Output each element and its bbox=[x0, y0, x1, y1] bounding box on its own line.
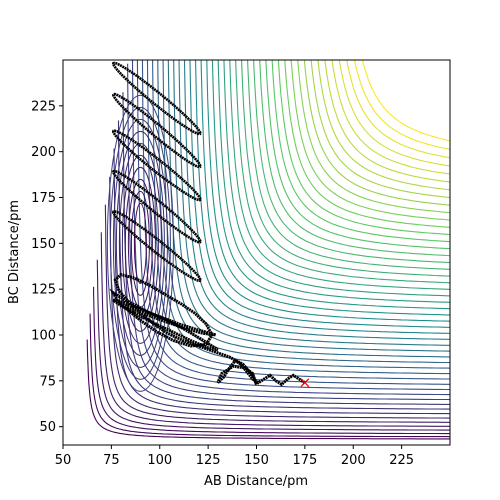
contour-line bbox=[89, 313, 450, 438]
x-tick-label: 125 bbox=[196, 453, 221, 468]
contour-line bbox=[92, 286, 450, 435]
well-contour bbox=[115, 130, 165, 356]
contour-line bbox=[241, 60, 450, 277]
contour-line bbox=[331, 60, 450, 175]
contour-line bbox=[271, 60, 450, 243]
trajectory-line bbox=[109, 272, 306, 387]
well-contour bbox=[112, 118, 168, 368]
y-tick-label: 175 bbox=[31, 191, 56, 206]
x-axis-ticks: 50 75 100 125 150 175 200 225 bbox=[55, 445, 414, 468]
contour-line bbox=[131, 60, 450, 396]
contour-line bbox=[127, 63, 450, 401]
y-axis-label: BC Distance/pm bbox=[7, 200, 22, 304]
contour-line bbox=[247, 60, 450, 270]
contour-line bbox=[217, 60, 450, 303]
contour-line bbox=[206, 60, 450, 316]
contour-line bbox=[235, 60, 450, 284]
contour-line bbox=[223, 60, 450, 297]
y-tick-label: 125 bbox=[31, 283, 56, 298]
contour-line bbox=[290, 60, 450, 221]
y-tick-label: 100 bbox=[31, 329, 56, 344]
contour-line bbox=[229, 60, 450, 290]
contour-line bbox=[122, 92, 450, 405]
x-tick-label: 150 bbox=[244, 453, 269, 468]
contour-line bbox=[303, 60, 450, 206]
contour-line bbox=[324, 60, 450, 183]
x-axis-label: AB Distance/pm bbox=[204, 474, 308, 489]
contour-line bbox=[317, 60, 450, 191]
trajectory-loop bbox=[111, 61, 202, 136]
contour-line bbox=[96, 259, 450, 431]
x-tick-label: 50 bbox=[55, 453, 72, 468]
contour-line bbox=[86, 339, 450, 440]
contour-line bbox=[195, 60, 450, 328]
contour-line bbox=[353, 60, 450, 150]
end-marker-stroke bbox=[300, 378, 310, 388]
contour-line bbox=[141, 60, 450, 385]
contour-line bbox=[284, 60, 450, 228]
contour-line bbox=[109, 176, 450, 419]
contour-line bbox=[200, 60, 450, 322]
contour-line bbox=[361, 60, 450, 142]
contour-line bbox=[253, 60, 450, 264]
contour-line bbox=[310, 60, 450, 199]
x-tick-label: 200 bbox=[341, 453, 366, 468]
trajectory-loop bbox=[111, 210, 202, 283]
contour-line bbox=[297, 60, 450, 214]
contour-line bbox=[117, 120, 450, 410]
y-tick-label: 75 bbox=[39, 374, 56, 389]
contour-line bbox=[277, 60, 450, 236]
y-tick-label: 200 bbox=[31, 145, 56, 160]
y-axis-ticks: 50 75 100 125 150 175 200 225 bbox=[31, 99, 63, 435]
contour-line bbox=[211, 60, 450, 310]
x-tick-label: 100 bbox=[147, 453, 172, 468]
trajectory-loop bbox=[111, 169, 202, 244]
end-marker bbox=[300, 378, 310, 388]
well-contour bbox=[109, 106, 171, 380]
well-contour bbox=[121, 154, 159, 332]
trajectory-loop bbox=[111, 92, 202, 169]
potential-energy-contours bbox=[86, 60, 450, 440]
contour-line bbox=[146, 60, 450, 380]
x-tick-label: 225 bbox=[389, 453, 414, 468]
contour-line bbox=[338, 60, 450, 167]
trajectory-loop bbox=[111, 129, 202, 202]
y-tick-label: 150 bbox=[31, 237, 56, 252]
x-tick-label: 175 bbox=[292, 453, 317, 468]
well-contour bbox=[124, 166, 156, 320]
contour-line bbox=[259, 60, 450, 257]
contour-line bbox=[167, 60, 450, 358]
well-contour bbox=[133, 202, 147, 284]
contour-line bbox=[178, 60, 450, 346]
contour-line bbox=[173, 60, 450, 352]
well-contour bbox=[106, 94, 174, 392]
trajectory-path bbox=[109, 61, 306, 387]
y-tick-label: 225 bbox=[31, 99, 56, 114]
contour-line bbox=[100, 232, 450, 427]
x-tick-label: 75 bbox=[103, 453, 120, 468]
contour-line bbox=[183, 60, 450, 340]
contour-line bbox=[346, 60, 450, 159]
contour-line bbox=[136, 60, 450, 391]
y-tick-label: 50 bbox=[39, 420, 56, 435]
contour-line bbox=[113, 148, 450, 415]
contour-line bbox=[104, 204, 450, 423]
contour-line bbox=[265, 60, 450, 250]
well-contour bbox=[130, 190, 150, 296]
